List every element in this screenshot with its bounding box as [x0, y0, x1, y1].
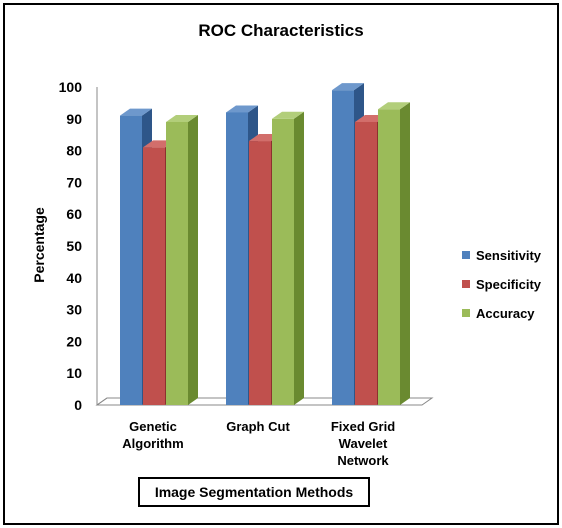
y-tick-label: 70	[66, 174, 82, 190]
y-tick-label: 0	[74, 397, 82, 413]
legend-swatch	[462, 309, 470, 317]
x-tick-label: Wavelet	[339, 436, 388, 451]
x-tick-label: Graph Cut	[226, 419, 290, 434]
chart-title: ROC Characteristics	[198, 21, 363, 40]
y-tick-label: 90	[66, 111, 82, 127]
legend-label: Sensitivity	[476, 248, 542, 263]
y-axis-title: Percentage	[31, 207, 47, 283]
y-tick-label: 30	[66, 302, 82, 318]
y-tick-label: 60	[66, 206, 82, 222]
x-tick-label: Algorithm	[122, 436, 183, 451]
legend: Sensitivity Specificity Accuracy	[462, 248, 542, 321]
x-tick-label: Network	[337, 453, 389, 468]
legend-swatch	[462, 280, 470, 288]
y-tick-label: 50	[66, 238, 82, 254]
bar-accuracy	[272, 111, 304, 406]
y-tick-label: 80	[66, 143, 82, 159]
y-tick-label: 100	[59, 79, 83, 95]
legend-label: Accuracy	[476, 306, 535, 321]
legend-swatch	[462, 251, 470, 259]
y-axis: 0 10 20 30 40 50 60 70 80 90 100	[59, 79, 83, 413]
bar-accuracy	[378, 102, 410, 405]
y-tick-label: 10	[66, 365, 82, 381]
chart-frame	[3, 3, 559, 525]
x-axis-title: Image Segmentation Methods	[155, 484, 354, 500]
y-tick-label: 20	[66, 333, 82, 349]
x-tick-label: Genetic	[129, 419, 177, 434]
bars-group	[120, 83, 410, 406]
x-axis-title-box	[138, 477, 370, 507]
x-tick-label: Fixed Grid	[331, 419, 395, 434]
legend-label: Specificity	[476, 277, 542, 292]
bar-accuracy	[166, 114, 198, 405]
y-tick-label: 40	[66, 270, 82, 286]
x-axis-labels: Genetic Algorithm Graph Cut Fixed Grid Wavel…	[122, 419, 395, 468]
